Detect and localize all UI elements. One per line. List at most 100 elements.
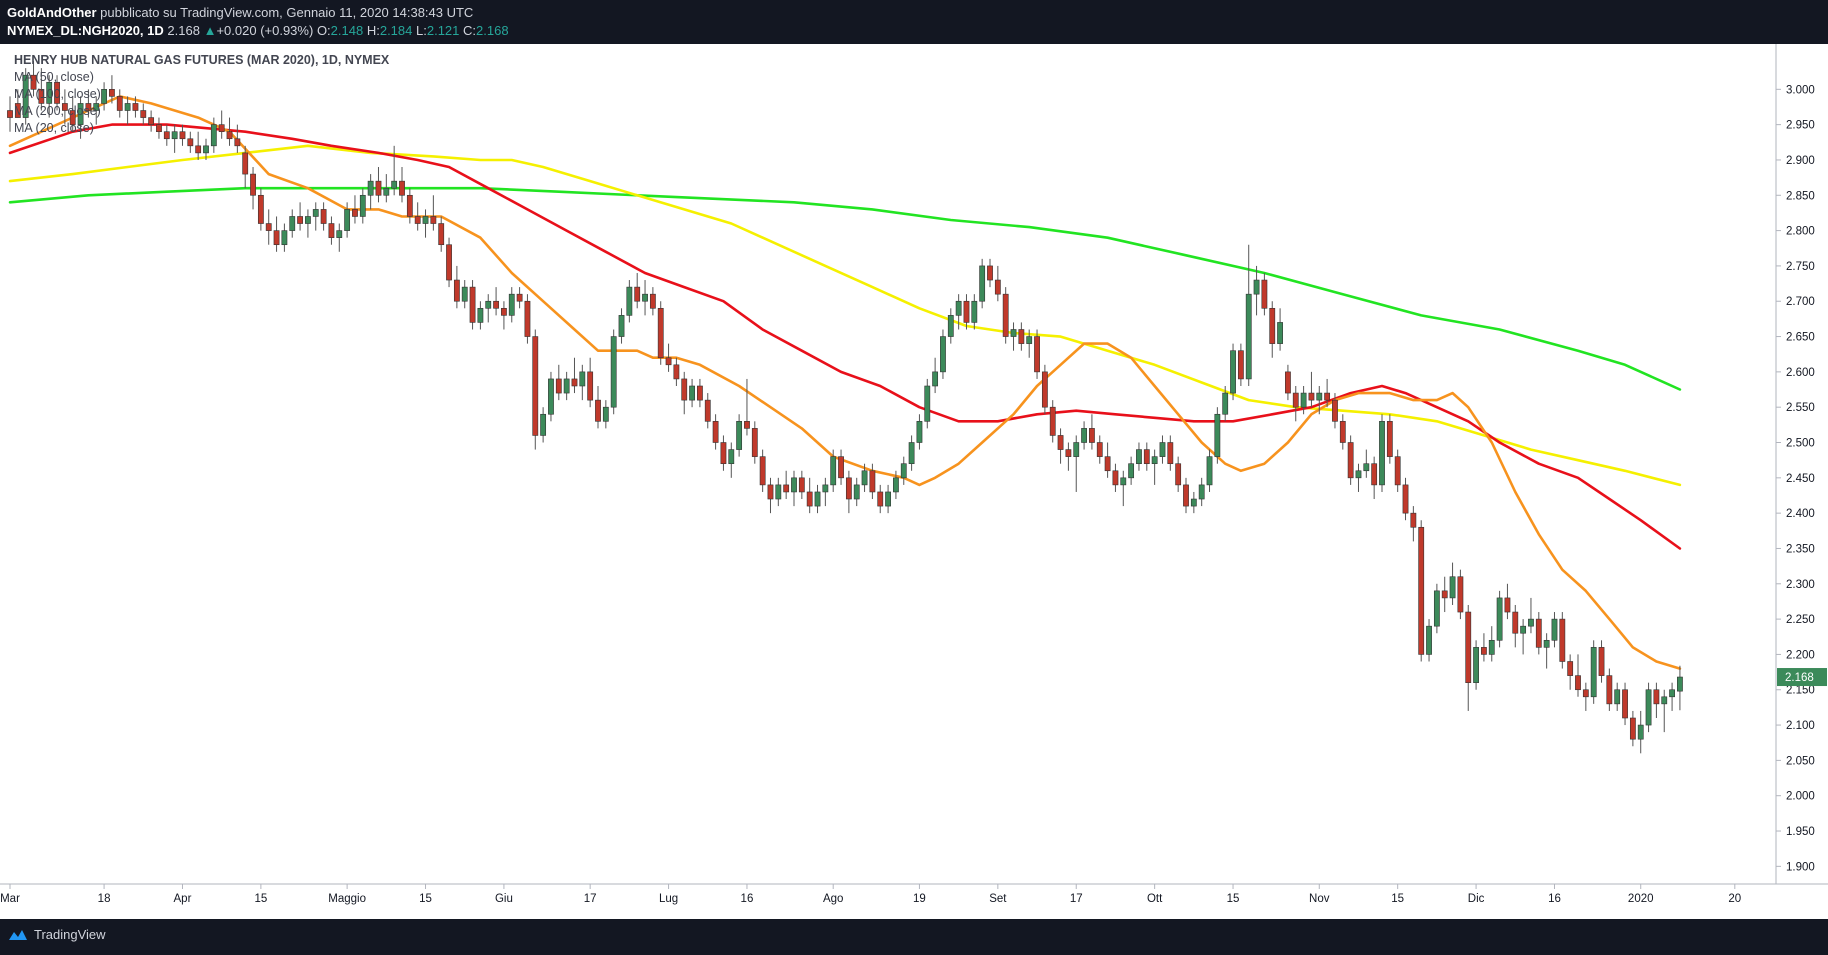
candle-body bbox=[171, 131, 178, 140]
candle-body bbox=[375, 180, 382, 196]
candle-body bbox=[352, 209, 358, 217]
publish-header: GoldAndOther pubblicato su TradingView.c… bbox=[0, 0, 1828, 44]
candle-body bbox=[1488, 639, 1495, 655]
author-name[interactable]: GoldAndOther bbox=[7, 5, 97, 20]
candle-up bbox=[861, 463, 868, 492]
candle-body bbox=[359, 194, 366, 217]
price-tick-label: 2.950 bbox=[1786, 120, 1815, 132]
candle-body bbox=[1159, 442, 1166, 457]
candle-body bbox=[689, 385, 695, 401]
chart-area[interactable]: 3.000 2.950 2.900 2.850 2.800 2.750 2.700 2.650… bbox=[0, 44, 1828, 919]
candle-body bbox=[1355, 470, 1362, 479]
candle-down bbox=[1292, 386, 1299, 422]
candle-down bbox=[399, 167, 405, 203]
open-value: 2.148 bbox=[330, 23, 364, 38]
candle-down bbox=[1057, 428, 1064, 464]
candle-body bbox=[124, 103, 131, 111]
candle-body bbox=[383, 187, 390, 196]
candle-body bbox=[595, 399, 601, 422]
candle-down bbox=[226, 117, 233, 146]
candle-up bbox=[1120, 470, 1127, 507]
ma200-line bbox=[8, 186, 1682, 391]
ma100-layer bbox=[8, 144, 1682, 487]
candle-up bbox=[461, 280, 468, 309]
candle-down bbox=[1535, 612, 1542, 655]
candle-body bbox=[704, 399, 711, 422]
candle-body bbox=[85, 103, 92, 111]
candle-down bbox=[767, 477, 774, 514]
legend-title: HENRY HUB NATURAL GAS FUTURES (MAR 2020)… bbox=[14, 53, 390, 67]
price-chart[interactable]: 3.000 2.950 2.900 2.850 2.800 2.750 2.700 2.650… bbox=[0, 44, 1828, 919]
candle-body bbox=[1237, 350, 1244, 380]
high-value: 2.184 bbox=[379, 23, 413, 38]
candle-down bbox=[501, 301, 507, 330]
candle-body bbox=[1034, 336, 1040, 373]
candle-body bbox=[461, 286, 468, 302]
time-tick-label: 15 bbox=[419, 893, 432, 905]
candle-body bbox=[1598, 647, 1605, 676]
candle-body bbox=[289, 216, 296, 231]
candle-up bbox=[1363, 449, 1370, 478]
candle-up bbox=[1520, 619, 1527, 655]
candle-up bbox=[1190, 491, 1197, 514]
candle-body bbox=[336, 230, 343, 238]
candle-body bbox=[610, 336, 617, 408]
candle-body bbox=[1081, 428, 1087, 443]
candle-down bbox=[257, 188, 264, 231]
candle-down bbox=[195, 131, 202, 160]
candle-body bbox=[1614, 689, 1621, 705]
candle-down bbox=[712, 414, 719, 450]
candle-body bbox=[1183, 484, 1189, 507]
candle-body bbox=[77, 103, 84, 125]
candle-up bbox=[281, 223, 288, 252]
candle-down bbox=[1096, 435, 1103, 464]
price-tick-label: 2.400 bbox=[1786, 508, 1815, 520]
price-tick-label: 2.550 bbox=[1786, 402, 1815, 414]
candle-up bbox=[1010, 322, 1017, 351]
legend-ma200[interactable]: MA (200, close) bbox=[14, 104, 101, 118]
candle-body bbox=[1308, 392, 1315, 401]
candle-body bbox=[1622, 689, 1628, 719]
price-tick-label: 2.700 bbox=[1786, 296, 1815, 308]
candle-up bbox=[1614, 682, 1621, 711]
legend-ma50[interactable]: MA (50, close) bbox=[14, 70, 94, 84]
candle-down bbox=[234, 124, 241, 153]
candle-down bbox=[751, 421, 758, 464]
candle-down bbox=[1049, 400, 1056, 443]
candle-body bbox=[1582, 689, 1589, 698]
candle-body bbox=[1669, 689, 1675, 698]
tradingview-logo[interactable]: TradingView bbox=[8, 927, 106, 942]
candle-body bbox=[751, 428, 758, 457]
candle-down bbox=[132, 96, 139, 118]
candle-body bbox=[1096, 442, 1103, 457]
candle-up bbox=[689, 378, 695, 408]
candle-body bbox=[861, 470, 868, 486]
time-tick-label: 15 bbox=[254, 893, 267, 905]
candle-down bbox=[697, 378, 703, 408]
legend-ma20[interactable]: MA (20, close) bbox=[14, 121, 94, 135]
price-tick-label: 2.600 bbox=[1786, 367, 1815, 379]
candle-up bbox=[540, 407, 547, 443]
candle-down bbox=[798, 470, 805, 500]
candle-body bbox=[485, 300, 492, 309]
candle-body bbox=[1190, 498, 1197, 507]
candle-body bbox=[524, 300, 531, 337]
candle-body bbox=[242, 152, 249, 175]
candle-body bbox=[1661, 696, 1668, 705]
candle-up bbox=[203, 138, 209, 160]
candle-body bbox=[273, 230, 280, 246]
legend-ma100[interactable]: MA (100, close) bbox=[14, 87, 101, 101]
candle-up bbox=[579, 364, 586, 401]
candle-body bbox=[1528, 618, 1534, 627]
candle-body bbox=[469, 286, 476, 323]
candle-body bbox=[1402, 484, 1409, 514]
candle-body bbox=[806, 491, 813, 507]
candle-body bbox=[1198, 484, 1205, 500]
candle-down bbox=[69, 96, 76, 132]
candle-body bbox=[1465, 611, 1472, 683]
candle-body bbox=[1049, 406, 1056, 436]
candle-body bbox=[1394, 456, 1401, 486]
candle-body bbox=[30, 74, 37, 90]
candle-down bbox=[1104, 442, 1111, 478]
ma100-line bbox=[8, 144, 1682, 487]
